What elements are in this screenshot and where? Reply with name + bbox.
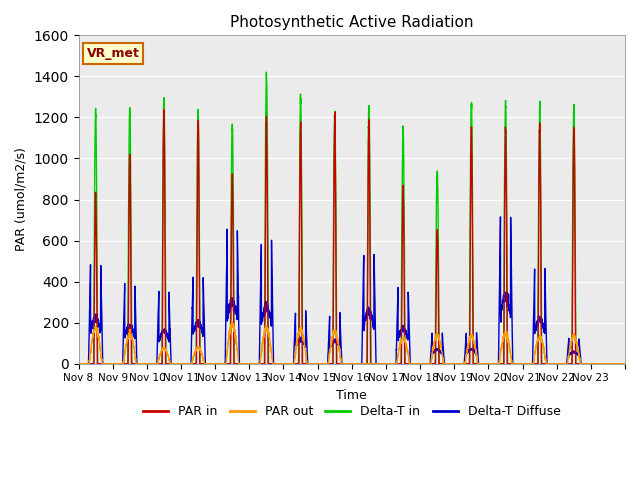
PAR out bbox=[543, 361, 550, 367]
Delta-T Diffuse bbox=[621, 361, 629, 367]
Delta-T in bbox=[372, 361, 380, 367]
PAR in bbox=[502, 130, 509, 135]
Y-axis label: PAR (umol/m2/s): PAR (umol/m2/s) bbox=[15, 147, 28, 252]
Delta-T in bbox=[543, 361, 550, 367]
PAR out bbox=[401, 338, 409, 344]
Delta-T in bbox=[401, 361, 409, 367]
PAR in bbox=[529, 361, 536, 367]
PAR in bbox=[160, 107, 168, 113]
Delta-T in bbox=[262, 69, 270, 75]
PAR out bbox=[228, 319, 236, 325]
Title: Photosynthetic Active Radiation: Photosynthetic Active Radiation bbox=[230, 15, 474, 30]
PAR out bbox=[372, 361, 380, 367]
Delta-T Diffuse bbox=[75, 361, 83, 367]
Delta-T in bbox=[502, 105, 509, 110]
Delta-T in bbox=[529, 361, 536, 367]
Delta-T Diffuse bbox=[543, 350, 550, 356]
Delta-T Diffuse bbox=[401, 327, 409, 333]
Delta-T in bbox=[75, 361, 83, 367]
PAR out bbox=[75, 361, 83, 367]
Line: Delta-T in: Delta-T in bbox=[79, 72, 625, 364]
Delta-T Diffuse bbox=[372, 354, 380, 360]
Line: PAR in: PAR in bbox=[79, 110, 625, 364]
PAR out bbox=[529, 361, 536, 367]
X-axis label: Time: Time bbox=[337, 389, 367, 402]
PAR in bbox=[75, 361, 83, 367]
Delta-T in bbox=[188, 361, 196, 367]
PAR out bbox=[502, 331, 509, 337]
Line: Delta-T Diffuse: Delta-T Diffuse bbox=[79, 217, 625, 364]
Delta-T Diffuse bbox=[529, 361, 536, 367]
PAR in bbox=[401, 361, 409, 367]
Legend: PAR in, PAR out, Delta-T in, Delta-T Diffuse: PAR in, PAR out, Delta-T in, Delta-T Dif… bbox=[138, 400, 566, 423]
PAR in bbox=[543, 361, 550, 367]
Delta-T Diffuse bbox=[502, 295, 509, 300]
PAR in bbox=[372, 361, 380, 367]
Text: VR_met: VR_met bbox=[87, 47, 140, 60]
PAR in bbox=[621, 361, 629, 367]
Line: PAR out: PAR out bbox=[79, 322, 625, 364]
PAR out bbox=[188, 361, 196, 367]
Delta-T Diffuse bbox=[188, 324, 196, 330]
PAR in bbox=[188, 361, 196, 367]
Delta-T Diffuse bbox=[497, 214, 504, 220]
Delta-T in bbox=[621, 361, 629, 367]
PAR out bbox=[621, 361, 629, 367]
